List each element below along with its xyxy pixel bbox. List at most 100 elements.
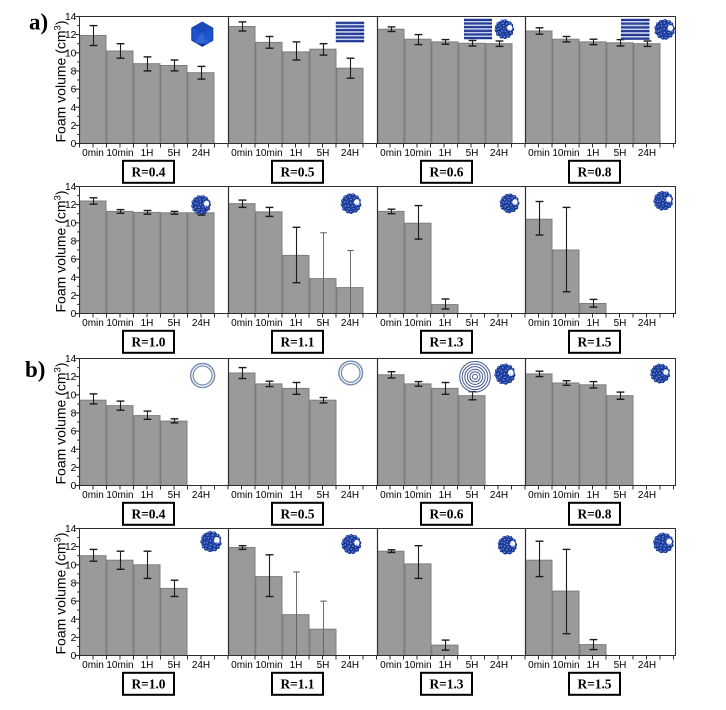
svg-text:5H: 5H bbox=[466, 660, 479, 671]
svg-text:0: 0 bbox=[71, 309, 77, 320]
svg-text:5H: 5H bbox=[614, 318, 627, 329]
svg-text:1H: 1H bbox=[141, 148, 154, 159]
svg-text:2: 2 bbox=[71, 121, 77, 132]
svg-text:8: 8 bbox=[71, 67, 77, 78]
svg-text:2: 2 bbox=[71, 291, 77, 302]
svg-text:14: 14 bbox=[65, 12, 77, 23]
svg-text:5H: 5H bbox=[168, 660, 181, 671]
svg-text:1H: 1H bbox=[290, 318, 303, 329]
svg-text:12: 12 bbox=[65, 542, 77, 553]
svg-text:5H: 5H bbox=[168, 318, 181, 329]
svg-text:0min: 0min bbox=[231, 148, 253, 159]
svg-text:Foam volume (cm3): Foam volume (cm3) bbox=[53, 191, 69, 313]
svg-text:Foam volume (cm3): Foam volume (cm3) bbox=[53, 21, 69, 143]
svg-text:1H: 1H bbox=[141, 660, 154, 671]
svg-text:10min: 10min bbox=[106, 490, 133, 501]
svg-text:10min: 10min bbox=[106, 660, 133, 671]
svg-text:8: 8 bbox=[71, 409, 77, 420]
svg-text:2: 2 bbox=[71, 463, 77, 474]
svg-text:14: 14 bbox=[65, 524, 77, 535]
svg-text:24H: 24H bbox=[341, 490, 359, 501]
svg-text:Foam volume (cm3): Foam volume (cm3) bbox=[53, 363, 69, 485]
svg-text:0min: 0min bbox=[231, 490, 253, 501]
svg-text:0: 0 bbox=[71, 651, 77, 662]
svg-text:6: 6 bbox=[71, 427, 77, 438]
svg-text:1H: 1H bbox=[141, 490, 154, 501]
svg-text:1H: 1H bbox=[587, 490, 600, 501]
svg-text:5H: 5H bbox=[614, 660, 627, 671]
svg-text:1H: 1H bbox=[439, 660, 452, 671]
svg-text:0min: 0min bbox=[380, 148, 402, 159]
svg-text:1H: 1H bbox=[439, 148, 452, 159]
svg-text:R=0.5: R=0.5 bbox=[280, 165, 314, 180]
svg-text:R=0.4: R=0.4 bbox=[131, 507, 165, 522]
svg-text:0min: 0min bbox=[380, 318, 402, 329]
svg-text:0min: 0min bbox=[82, 660, 104, 671]
svg-text:10min: 10min bbox=[255, 318, 282, 329]
svg-text:24H: 24H bbox=[341, 148, 359, 159]
svg-text:4: 4 bbox=[71, 103, 77, 114]
svg-text:24H: 24H bbox=[490, 148, 508, 159]
svg-text:0min: 0min bbox=[528, 318, 550, 329]
svg-text:1H: 1H bbox=[587, 660, 600, 671]
svg-text:1H: 1H bbox=[141, 318, 154, 329]
svg-text:6: 6 bbox=[71, 255, 77, 266]
svg-text:24H: 24H bbox=[192, 660, 210, 671]
svg-text:10: 10 bbox=[65, 48, 77, 59]
svg-text:R=1.3: R=1.3 bbox=[429, 335, 463, 350]
svg-text:24H: 24H bbox=[192, 148, 210, 159]
svg-text:4: 4 bbox=[71, 273, 77, 284]
svg-text:10min: 10min bbox=[552, 148, 579, 159]
svg-text:5H: 5H bbox=[317, 490, 330, 501]
svg-text:5H: 5H bbox=[466, 318, 479, 329]
svg-text:24H: 24H bbox=[638, 490, 656, 501]
svg-text:8: 8 bbox=[71, 579, 77, 590]
svg-text:24H: 24H bbox=[490, 490, 508, 501]
svg-text:0: 0 bbox=[71, 139, 77, 150]
svg-text:10min: 10min bbox=[404, 490, 431, 501]
svg-text:10min: 10min bbox=[552, 490, 579, 501]
svg-text:24H: 24H bbox=[192, 318, 210, 329]
svg-text:R=1.0: R=1.0 bbox=[131, 335, 165, 350]
svg-text:1H: 1H bbox=[587, 318, 600, 329]
svg-text:R=0.8: R=0.8 bbox=[577, 507, 611, 522]
svg-text:Foam volume (cm3): Foam volume (cm3) bbox=[53, 533, 69, 655]
svg-text:0min: 0min bbox=[82, 318, 104, 329]
svg-text:14: 14 bbox=[65, 354, 77, 365]
svg-text:0min: 0min bbox=[528, 490, 550, 501]
svg-text:12: 12 bbox=[65, 30, 77, 41]
svg-text:1H: 1H bbox=[290, 660, 303, 671]
svg-text:4: 4 bbox=[71, 615, 77, 626]
svg-text:R=1.0: R=1.0 bbox=[131, 677, 165, 692]
svg-text:R=1.1: R=1.1 bbox=[280, 335, 314, 350]
svg-text:24H: 24H bbox=[638, 148, 656, 159]
svg-text:5H: 5H bbox=[317, 660, 330, 671]
svg-text:24H: 24H bbox=[490, 318, 508, 329]
svg-text:10min: 10min bbox=[404, 660, 431, 671]
svg-text:a): a) bbox=[29, 10, 48, 35]
svg-text:14: 14 bbox=[65, 182, 77, 193]
svg-text:0min: 0min bbox=[528, 148, 550, 159]
svg-text:0min: 0min bbox=[231, 660, 253, 671]
svg-text:10min: 10min bbox=[106, 148, 133, 159]
svg-text:6: 6 bbox=[71, 597, 77, 608]
svg-text:R=1.3: R=1.3 bbox=[429, 677, 463, 692]
svg-text:10min: 10min bbox=[404, 318, 431, 329]
svg-text:1H: 1H bbox=[439, 490, 452, 501]
svg-text:0min: 0min bbox=[528, 660, 550, 671]
svg-text:1H: 1H bbox=[290, 148, 303, 159]
svg-text:2: 2 bbox=[71, 633, 77, 644]
svg-text:12: 12 bbox=[65, 372, 77, 383]
svg-text:5H: 5H bbox=[168, 148, 181, 159]
svg-text:12: 12 bbox=[65, 200, 77, 211]
svg-text:R=1.5: R=1.5 bbox=[577, 677, 611, 692]
svg-text:24H: 24H bbox=[490, 660, 508, 671]
svg-text:24H: 24H bbox=[638, 660, 656, 671]
svg-text:0min: 0min bbox=[231, 318, 253, 329]
svg-text:10min: 10min bbox=[255, 490, 282, 501]
svg-text:0min: 0min bbox=[82, 490, 104, 501]
svg-text:10: 10 bbox=[65, 560, 77, 571]
svg-text:0min: 0min bbox=[82, 148, 104, 159]
svg-text:b): b) bbox=[25, 357, 45, 382]
svg-text:R=0.6: R=0.6 bbox=[429, 165, 463, 180]
